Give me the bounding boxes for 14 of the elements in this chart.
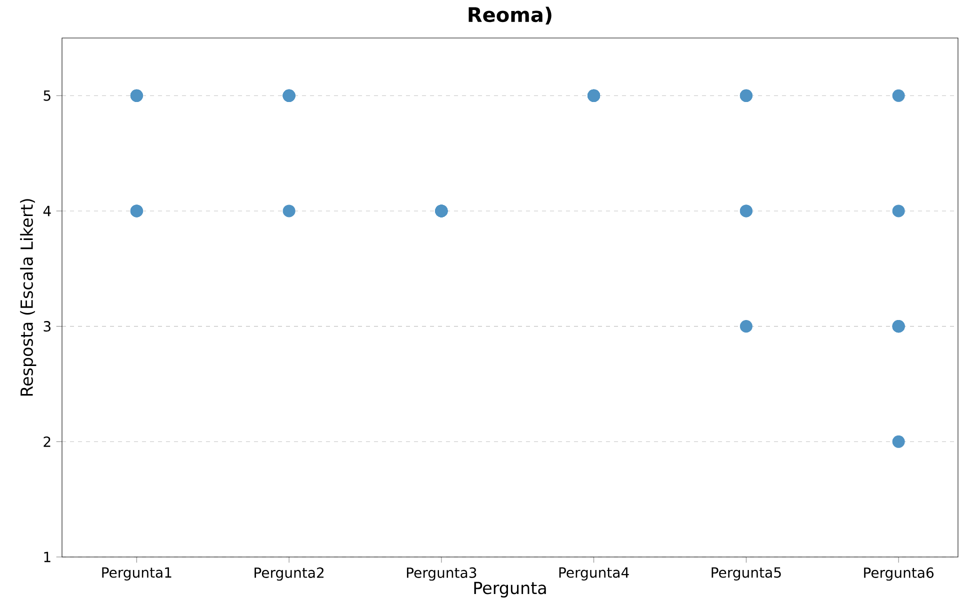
- chart-title: Reoma): [468, 6, 552, 25]
- y-axis-title: Resposta (Escala Likert): [20, 199, 36, 396]
- y-tick-label: 5: [44, 90, 50, 101]
- x-tick-label: Pergunta2: [254, 567, 324, 581]
- y-tick-label: 3: [44, 321, 50, 332]
- x-tick-label: Pergunta4: [559, 567, 629, 580]
- y-tick-label: 1: [44, 552, 50, 562]
- y-tick-label: 2: [44, 436, 50, 447]
- x-axis-title: Pergunta: [474, 582, 546, 598]
- x-tick-label: Pergunta5: [712, 567, 781, 580]
- x-tick-label: Pergunta3: [406, 567, 476, 581]
- x-tick-label: Pergunta1: [102, 567, 172, 580]
- y-tick-label: 4: [43, 206, 51, 216]
- x-tick-label: Pergunta6: [864, 567, 934, 581]
